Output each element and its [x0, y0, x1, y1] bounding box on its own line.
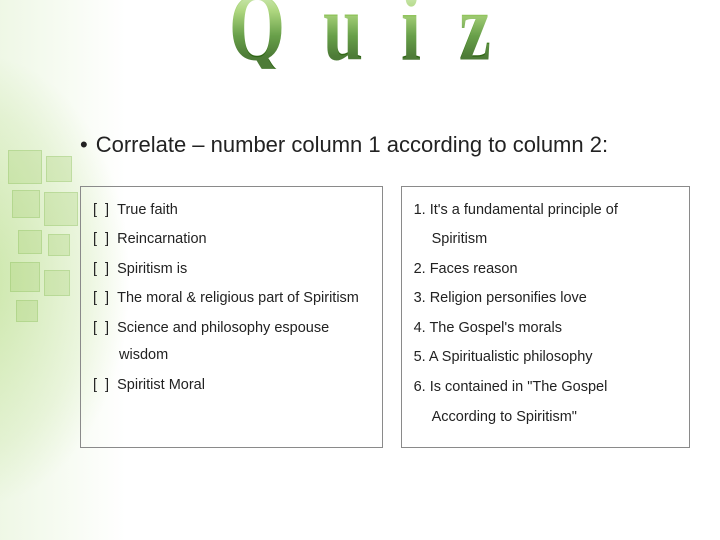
column2-item-text: According to Spiritism": [432, 409, 577, 425]
decor-square: [10, 262, 40, 292]
answer-bracket: [ ]: [93, 261, 117, 277]
columns: [ ] True faith[ ] Reincarnation[ ] Spiri…: [80, 186, 690, 448]
column2-item-text: Religion personifies love: [430, 290, 587, 306]
column2-item-text: It's a fundamental principle of: [430, 202, 618, 218]
column2-item-text: Is contained in "The Gospel: [430, 379, 608, 395]
column2-item-text: Faces reason: [430, 261, 518, 277]
decor-square: [48, 234, 70, 256]
instruction-label: Correlate – number column 1 according to…: [96, 132, 608, 157]
decor-square: [12, 190, 40, 218]
decor-square: [46, 156, 72, 182]
column-1: [ ] True faith[ ] Reincarnation[ ] Spiri…: [80, 186, 383, 448]
answer-bracket: [ ]: [93, 320, 117, 336]
title-letter: Q: [229, 0, 285, 69]
answer-bracket: [ ]: [93, 202, 117, 218]
decor-square: [8, 150, 42, 184]
slide-title: Quiz: [0, 8, 720, 69]
column2-number: 5.: [414, 349, 429, 365]
bullet-icon: •: [80, 132, 88, 157]
column2-item: 1. It's a fundamental principle of: [414, 197, 677, 225]
column2-item-text: The Gospel's morals: [429, 320, 562, 336]
title-letter: i: [401, 0, 421, 69]
decor-square: [18, 230, 42, 254]
column2-item-continuation: Spiritism: [414, 226, 677, 254]
column2-number: 4.: [414, 320, 430, 336]
answer-bracket: [ ]: [93, 290, 117, 306]
title-letter: u: [323, 0, 363, 69]
column1-item-text: Spiritism is: [117, 261, 187, 277]
column1-item: [ ] Spiritist Moral: [93, 372, 370, 400]
column2-item: 3. Religion personifies love: [414, 285, 677, 313]
answer-bracket: [ ]: [93, 377, 117, 393]
column1-item-text: True faith: [117, 202, 178, 218]
title-letter: z: [459, 0, 491, 69]
decor-square: [44, 192, 78, 226]
column2-number: 2.: [414, 261, 430, 277]
column2-number: 3.: [414, 290, 430, 306]
column2-item: 6. Is contained in "The Gospel: [414, 374, 677, 402]
instruction-text: • Correlate – number column 1 according t…: [80, 130, 690, 160]
column1-item: [ ] Spiritism is: [93, 256, 370, 284]
slide-content: • Correlate – number column 1 according t…: [80, 130, 690, 448]
column1-item: [ ] The moral & religious part of Spirit…: [93, 285, 370, 313]
column1-item-text: The moral & religious part of Spiritism: [117, 290, 359, 306]
column2-item-continuation: According to Spiritism": [414, 404, 677, 432]
column2-item: 2. Faces reason: [414, 256, 677, 284]
column1-item: [ ] True faith: [93, 197, 370, 225]
column1-item-text: Science and philosophy espouse wisdom: [117, 320, 329, 364]
column1-item: [ ] Reincarnation: [93, 226, 370, 254]
decor-square: [44, 270, 70, 296]
column2-item-text: A Spiritualistic philosophy: [429, 349, 593, 365]
column-2: 1. It's a fundamental principle of Spirit…: [401, 186, 690, 448]
column1-item: [ ] Science and philosophy espouse wisdo…: [93, 315, 370, 370]
column1-item-text: Spiritist Moral: [117, 377, 205, 393]
column2-item: 4. The Gospel's morals: [414, 315, 677, 343]
column2-item: 5. A Spiritualistic philosophy: [414, 344, 677, 372]
column2-number: 6.: [414, 379, 430, 395]
column1-item-text: Reincarnation: [117, 231, 206, 247]
answer-bracket: [ ]: [93, 231, 117, 247]
decor-square: [16, 300, 38, 322]
column2-item-text: Spiritism: [432, 231, 488, 247]
column2-number: 1.: [414, 202, 430, 218]
